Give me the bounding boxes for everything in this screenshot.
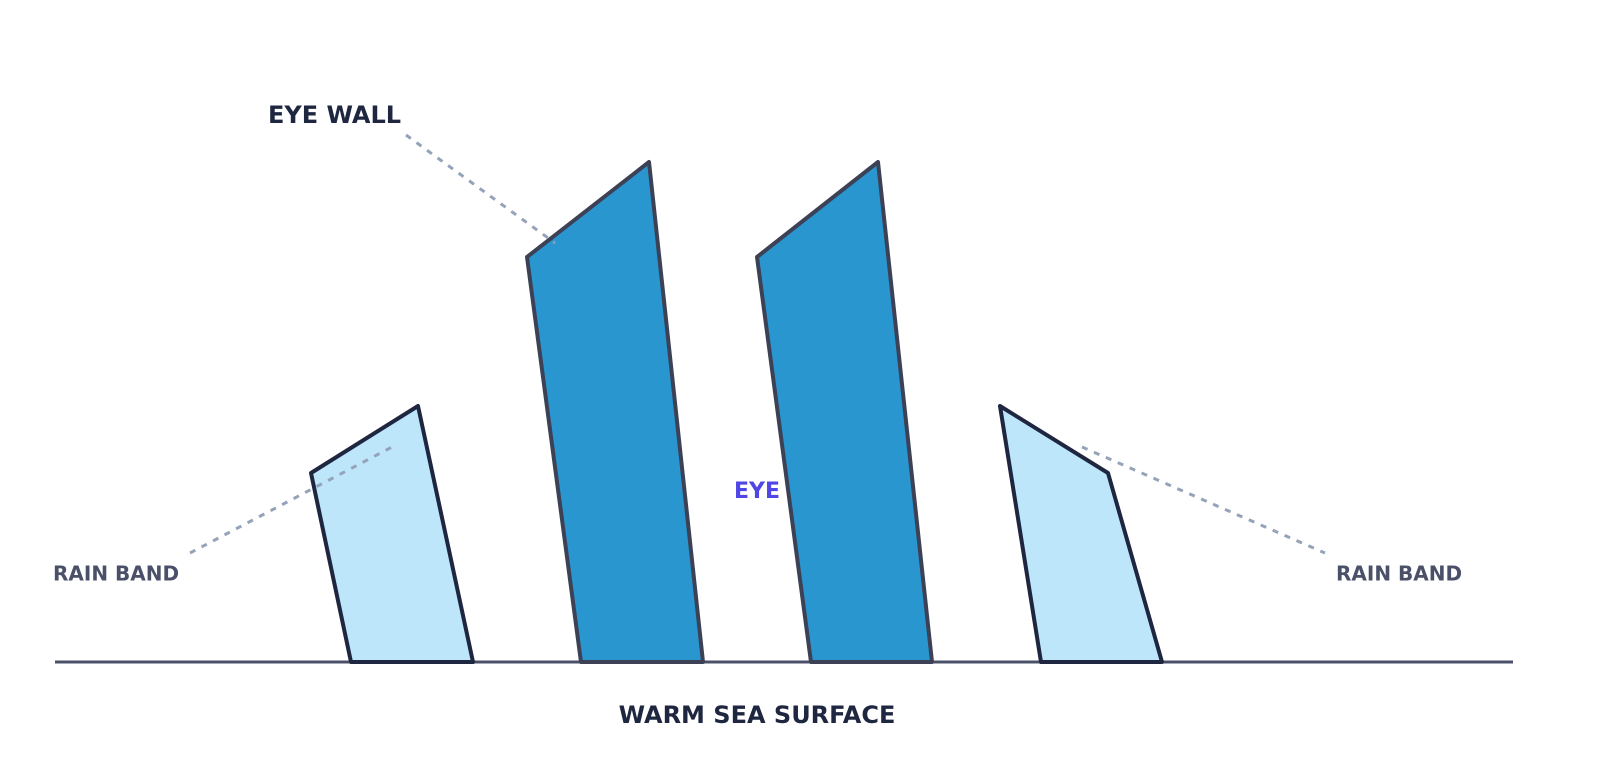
eye-wall-leader: [405, 133, 556, 245]
eye-wall-left-shape: [525, 160, 705, 664]
eye-wall-label: EYE WALL: [268, 101, 401, 129]
rain-band-left-shape: [309, 404, 475, 664]
rain-band-right-leader: [1081, 445, 1326, 555]
eye-wall-right-shape: [755, 160, 934, 664]
eye-label: EYE: [734, 479, 780, 504]
rain-band-right-label: RAIN BAND: [1336, 562, 1462, 586]
rain-band-left-label: RAIN BAND: [53, 562, 179, 586]
rain-band-right-shape: [998, 404, 1164, 664]
sea-surface-label: WARM SEA SURFACE: [619, 701, 896, 729]
